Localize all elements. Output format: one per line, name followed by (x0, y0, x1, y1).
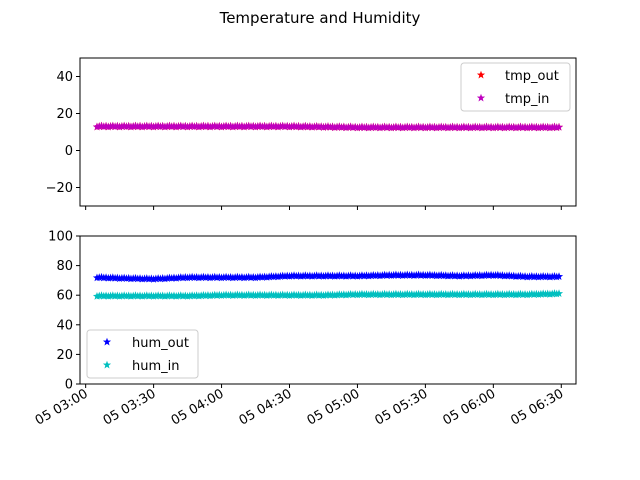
y-tick-label: 20 (56, 107, 73, 122)
humidity-legend-markers (102, 337, 112, 369)
legend-marker-tmp-out (476, 70, 486, 79)
temperature-legend: tmp_out tmp_in (460, 62, 571, 112)
figure-title: Temperature and Humidity (219, 9, 421, 27)
series-hum-in (92, 289, 564, 300)
humidity-frame (79, 235, 577, 385)
legend-marker-hum-in (102, 360, 112, 369)
y-tick-label: 0 (65, 378, 73, 393)
legend-marker-hum-out (102, 337, 112, 346)
humidity-legend-box (86, 329, 199, 379)
y-tick-label: 0 (65, 144, 73, 159)
temperature-marks (92, 121, 564, 132)
y-tick-label: 60 (56, 289, 73, 304)
temperature-legend-box (460, 62, 571, 112)
legend-marker-tmp-in (476, 93, 486, 102)
legend-label-hum-out: hum_out (132, 336, 189, 351)
y-tick-label: 40 (56, 318, 73, 333)
legend-label-tmp-out: tmp_out (505, 69, 559, 84)
humidity-legend: hum_out hum_in (86, 329, 199, 379)
temperature-ticks: −20 0 20 40 (46, 70, 562, 210)
legend-label-tmp-in: tmp_in (505, 92, 549, 107)
y-tick-label: 20 (56, 348, 73, 363)
temperature-axes: −20 0 20 40 tmp_out tmp_in (46, 57, 577, 210)
y-tick-label: 80 (56, 259, 73, 274)
humidity-marks (92, 270, 564, 300)
series-hum-out (92, 270, 564, 283)
y-tick-label: 40 (56, 70, 73, 85)
y-tick-label: −20 (46, 181, 73, 196)
temperature-legend-markers (476, 70, 486, 102)
temperature-frame (79, 57, 577, 207)
y-tick-label: 100 (48, 230, 73, 245)
legend-label-hum-in: hum_in (132, 359, 180, 374)
data-point-hum-out (554, 272, 564, 280)
series-tmp-in (92, 121, 564, 132)
data-point-hum-in (554, 289, 564, 298)
data-point-tmp-in (554, 122, 564, 131)
